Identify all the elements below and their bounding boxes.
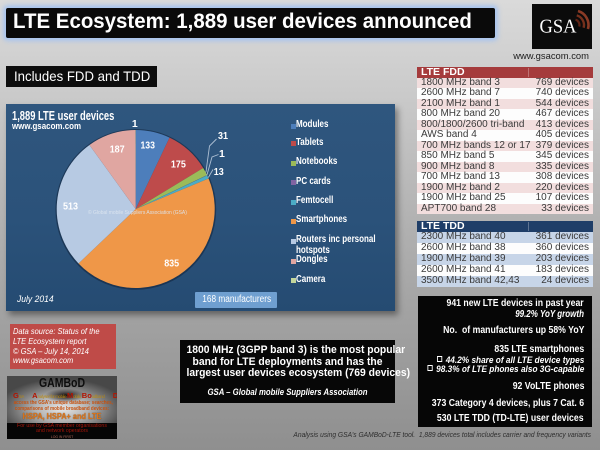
svg-text:1: 1 (219, 148, 225, 160)
svg-text:513: 513 (63, 201, 78, 213)
svg-text:31: 31 (218, 130, 228, 142)
svg-text:GSA: GSA (540, 17, 577, 38)
svg-text:187: 187 (110, 144, 125, 156)
svg-text:1: 1 (132, 118, 138, 130)
svg-text:835: 835 (164, 257, 179, 269)
svg-text:175: 175 (171, 159, 186, 171)
svg-text:13: 13 (214, 166, 224, 178)
svg-text:133: 133 (140, 140, 155, 152)
